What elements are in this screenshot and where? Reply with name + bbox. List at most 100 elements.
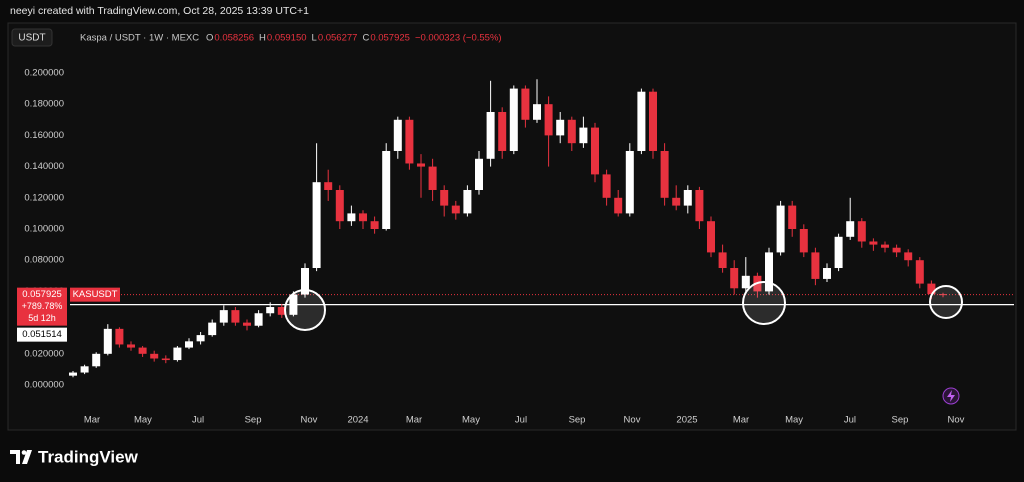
x-tick-label: May bbox=[462, 415, 480, 426]
candle-body bbox=[834, 236, 843, 269]
x-tick-label: Nov bbox=[948, 415, 965, 426]
x-tick-label: 2025 bbox=[676, 415, 697, 426]
currency-button-label[interactable]: USDT bbox=[18, 33, 45, 44]
y-tick-label: 0.160000 bbox=[24, 130, 64, 141]
x-tick-label: Mar bbox=[733, 415, 749, 426]
y-tick-label: 0.200000 bbox=[24, 67, 64, 78]
candle-body bbox=[382, 150, 391, 229]
candle-body bbox=[672, 197, 681, 206]
candle-body bbox=[683, 189, 692, 206]
candle-body bbox=[741, 275, 750, 289]
candle-body bbox=[243, 322, 251, 326]
candle-body bbox=[823, 268, 831, 279]
candle-body bbox=[567, 119, 576, 144]
highlight-circle bbox=[929, 285, 963, 319]
candle-body bbox=[219, 310, 228, 323]
highlight-circle bbox=[742, 281, 786, 325]
candle-body bbox=[161, 358, 170, 361]
candle-body bbox=[289, 294, 298, 315]
candle-body bbox=[579, 127, 588, 144]
highlight-circle bbox=[284, 289, 326, 331]
candle-body bbox=[498, 111, 507, 151]
candle-body bbox=[301, 268, 309, 295]
credit: neeyi created with TradingView.com, Oct … bbox=[10, 5, 309, 17]
legend-value: 0.056277 bbox=[318, 33, 358, 44]
candle-body bbox=[150, 353, 159, 359]
candle-body bbox=[869, 241, 878, 245]
x-tick-label: Jul bbox=[844, 415, 856, 426]
candle-body bbox=[185, 341, 193, 348]
candle-body bbox=[892, 247, 901, 253]
legend-value: 0.059150 bbox=[267, 33, 307, 44]
candle-body bbox=[881, 244, 889, 248]
candle-body bbox=[602, 174, 611, 198]
price-tag-box bbox=[17, 287, 67, 326]
candle-body bbox=[103, 328, 112, 354]
x-tick-label: Nov bbox=[624, 415, 641, 426]
candle-body bbox=[857, 221, 866, 242]
candle-body bbox=[266, 307, 275, 314]
x-tick-label: 2024 bbox=[347, 415, 368, 426]
candle-body bbox=[428, 166, 437, 190]
candle-body bbox=[591, 127, 599, 175]
candle-body bbox=[649, 91, 657, 151]
candle-body bbox=[451, 205, 460, 214]
x-tick-label: Sep bbox=[245, 415, 262, 426]
symbol-title: Kaspa / USDT · 1W · MEXC bbox=[80, 33, 199, 44]
candle-body bbox=[915, 260, 924, 284]
legend-key: H bbox=[259, 33, 266, 44]
price-tags: 0.057925+789.78% 5d 12h KASUSDT 0.051514 bbox=[17, 287, 120, 342]
candle-body bbox=[614, 197, 623, 214]
candle-body bbox=[417, 163, 425, 167]
legend-key: L bbox=[312, 33, 317, 44]
candle-body bbox=[475, 158, 483, 190]
candle-body bbox=[707, 221, 715, 253]
candle-body bbox=[637, 91, 646, 151]
candle-body bbox=[521, 88, 530, 120]
candle-body bbox=[811, 252, 820, 279]
y-tick-label: 0.000000 bbox=[24, 380, 64, 391]
change-tag: +789.78% bbox=[22, 301, 63, 311]
x-tick-label: Mar bbox=[406, 415, 422, 426]
legend-change: −0.000323 (−0.55%) bbox=[415, 33, 502, 44]
currency-button[interactable] bbox=[11, 28, 53, 47]
candle-body bbox=[277, 307, 286, 315]
candle-body bbox=[231, 310, 240, 323]
candle-body bbox=[533, 104, 541, 120]
legend-key: C bbox=[362, 33, 369, 44]
candle-body bbox=[173, 347, 182, 361]
candle-body bbox=[254, 313, 263, 326]
alert-bolt bbox=[947, 390, 955, 402]
candle-body bbox=[208, 322, 217, 336]
candle-body bbox=[939, 294, 947, 296]
x-tick-label: Sep bbox=[892, 415, 909, 426]
current-price-label: 0.057925 bbox=[22, 289, 62, 300]
candle-body bbox=[92, 353, 101, 367]
candle-body bbox=[196, 335, 205, 342]
candle-body bbox=[509, 88, 518, 151]
logo-mark bbox=[10, 450, 32, 464]
x-tick-label: Nov bbox=[300, 415, 317, 426]
candle-body bbox=[370, 221, 379, 229]
candle-body bbox=[69, 372, 77, 376]
countdown: 5d 12h bbox=[28, 313, 56, 323]
candle-body bbox=[765, 252, 773, 292]
candle-body bbox=[730, 268, 739, 289]
candle-body bbox=[359, 213, 367, 222]
candle-body bbox=[718, 252, 727, 269]
ohlc-legend: O 0.058256 H 0.059150 L 0.056277 C 0.057925 −0.0… bbox=[206, 33, 502, 44]
y-tick-label: 0.180000 bbox=[24, 99, 64, 110]
reference-tag-box bbox=[17, 327, 67, 342]
symbol-tag-box bbox=[70, 287, 120, 302]
x-tick-label: Mar bbox=[84, 415, 100, 426]
logo-dot bbox=[21, 450, 27, 455]
y-tick-label: 0.020000 bbox=[24, 348, 64, 359]
legend-value: 0.058256 bbox=[214, 33, 254, 44]
candle-body bbox=[347, 213, 356, 222]
candle-body bbox=[115, 328, 124, 345]
candle-body bbox=[695, 189, 704, 222]
candle-body bbox=[486, 111, 495, 159]
y-tick-label: 0.140000 bbox=[24, 161, 64, 172]
candle-body bbox=[440, 189, 449, 206]
